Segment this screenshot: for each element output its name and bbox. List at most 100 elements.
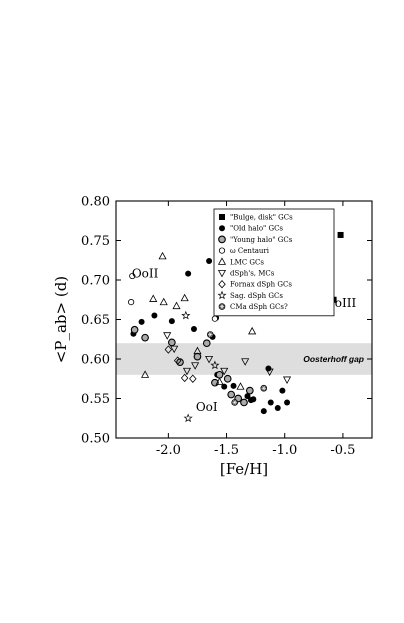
point-fornax-dsph-gcs-0 — [164, 345, 173, 354]
point-lmc-gcs-4 — [180, 293, 189, 302]
point-young-halo-gcs-12 — [245, 386, 254, 395]
series-centauri — [128, 272, 219, 322]
data-points — [128, 231, 344, 423]
point-lmc-gcs-3 — [172, 301, 181, 310]
point-centauri-0 — [129, 272, 136, 280]
point-old-halo-gcs-19 — [284, 399, 291, 406]
point-young-halo-gcs-1 — [141, 333, 149, 342]
y-tick-label: 0.80 — [81, 195, 110, 210]
point-fornax-dsph-gcs-3 — [189, 374, 197, 383]
region-label-ooii: OoII — [132, 267, 159, 281]
y-tick-label: 0.65 — [81, 313, 110, 328]
point-old-halo-gcs-4 — [185, 270, 192, 277]
point-dsph-s-mcs-8 — [282, 376, 292, 384]
point-dsph-s-mcs-3 — [191, 362, 200, 370]
legend-entry-cma-dsph-gcs: CMa dSph GCs? — [230, 303, 288, 311]
x-axis-label: [Fe/H] — [220, 460, 268, 478]
point-dsph-s-mcs-7 — [265, 368, 274, 377]
y-axis-label: <P_ab> (d) — [52, 276, 70, 363]
y-tick-label: 0.75 — [81, 234, 110, 249]
point-old-halo-gcs-16 — [265, 365, 272, 372]
x-tick-label: -1.5 — [214, 443, 239, 458]
legend-marker-young-halo-gcs — [218, 235, 226, 244]
point-old-halo-gcs-14 — [250, 396, 257, 403]
point-old-halo-gcs-3 — [168, 318, 175, 325]
point-old-halo-gcs-18 — [274, 404, 281, 411]
point-lmc-gcs-9 — [248, 326, 257, 335]
legend-entry-dsph-s-mcs: dSph's, MCs — [230, 270, 275, 278]
legend-marker-bulge-disk-gcs — [219, 214, 225, 220]
point-bulge-disk-gcs-0 — [337, 231, 344, 238]
point-fornax-dsph-gcs-2 — [180, 373, 189, 383]
y-tick-label: 0.60 — [81, 353, 110, 368]
point-old-halo-gcs-11 — [230, 382, 237, 389]
point-dsph-s-mcs-5 — [220, 367, 229, 376]
point-old-halo-gcs-6 — [206, 258, 213, 265]
legend-marker-old-halo-gcs — [219, 225, 225, 232]
point-old-halo-gcs-5 — [190, 325, 197, 332]
y-tick-label: 0.55 — [81, 392, 110, 407]
point-dsph-s-mcs-2 — [182, 367, 192, 376]
point-centauri-1 — [128, 299, 135, 306]
point-dsph-s-mcs-1 — [170, 345, 179, 354]
point-dsph-s-mcs-0 — [163, 332, 172, 340]
legend-marker-dsph-s-mcs — [217, 269, 227, 278]
y-tick-label: 0.70 — [81, 274, 110, 289]
point-lmc-gcs-6 — [193, 346, 202, 355]
point-centauri-2 — [211, 315, 219, 322]
point-young-halo-gcs-11 — [240, 398, 248, 407]
x-tick-label: -1.0 — [272, 443, 297, 458]
axis-ticks: -2.0 -1.5 -1.0 -0.5 0.50 0.55 0.60 0.65 0.70 0.75… — [81, 195, 372, 458]
point-lmc-gcs-8 — [236, 382, 245, 390]
point-old-halo-gcs-1 — [138, 318, 145, 325]
legend-entry-bulge-disk-gcs: "Bulge, disk" GCs — [230, 214, 293, 222]
point-young-halo-gcs-2 — [168, 338, 176, 347]
x-tick-label: -2.0 — [156, 443, 181, 458]
legend-box — [213, 208, 335, 317]
legend-marker-cma-dsph-gcs — [218, 303, 226, 310]
point-lmc-gcs-0 — [158, 251, 167, 260]
point-old-halo-gcs-15 — [260, 408, 267, 415]
point-lmc-gcs-2 — [159, 297, 168, 306]
point-young-halo-gcs-9 — [227, 390, 236, 399]
point-lmc-gcs-1 — [149, 294, 158, 302]
point-sag-dsph-gcs-1 — [183, 413, 193, 423]
point-old-halo-gcs-10 — [221, 383, 228, 390]
legend-marker-fornax-dsph-gcs — [218, 279, 226, 289]
legend-entry-sag-dsph-gcs: Sag. dSph GCs — [230, 292, 283, 300]
legend: "Bulge, disk" GCs "Old halo" GCs "Young ha… — [213, 208, 335, 317]
point-old-halo-gcs-20 — [279, 387, 286, 394]
series-sag-dsph-gcs — [181, 310, 220, 423]
point-young-halo-gcs-5 — [202, 339, 211, 348]
series-cma-dsph-gcs — [206, 331, 268, 406]
point-old-halo-gcs-17 — [267, 399, 274, 406]
point-dsph-s-mcs-6 — [241, 358, 250, 366]
point-lmc-gcs-5 — [141, 370, 150, 378]
legend-entry-old-halo-gcs: "Old halo" GCs — [230, 225, 283, 233]
legend-entry-centauri: ω Centauri — [230, 247, 270, 255]
point-young-halo-gcs-4 — [193, 352, 202, 361]
point-cma-dsph-gcs-1 — [231, 399, 238, 406]
y-tick-label: 0.50 — [81, 432, 110, 447]
x-tick-label: -0.5 — [330, 443, 355, 458]
series-dsph-s-mcs — [163, 332, 292, 384]
series-young-halo-gcs — [130, 325, 254, 407]
point-sag-dsph-gcs-0 — [181, 310, 191, 320]
point-lmc-gcs-7 — [215, 377, 224, 385]
legend-marker-centauri — [218, 247, 226, 254]
point-young-halo-gcs-0 — [130, 325, 139, 334]
legend-entry-lmc-gcs: LMC GCs — [230, 258, 264, 266]
series-fornax-dsph-gcs — [164, 345, 197, 383]
point-dsph-s-mcs-4 — [205, 355, 214, 364]
legend-marker-lmc-gcs — [217, 257, 227, 265]
series-lmc-gcs — [141, 251, 257, 390]
point-young-halo-gcs-8 — [223, 374, 232, 383]
point-cma-dsph-gcs-2 — [260, 384, 268, 392]
point-old-halo-gcs-2 — [151, 312, 158, 319]
legend-entry-young-halo-gcs: "Young halo" GCs — [230, 236, 293, 244]
point-old-halo-gcs-12 — [244, 393, 251, 400]
region-label-ooi: OoI — [196, 400, 218, 414]
point-fornax-dsph-gcs-1 — [173, 356, 182, 365]
